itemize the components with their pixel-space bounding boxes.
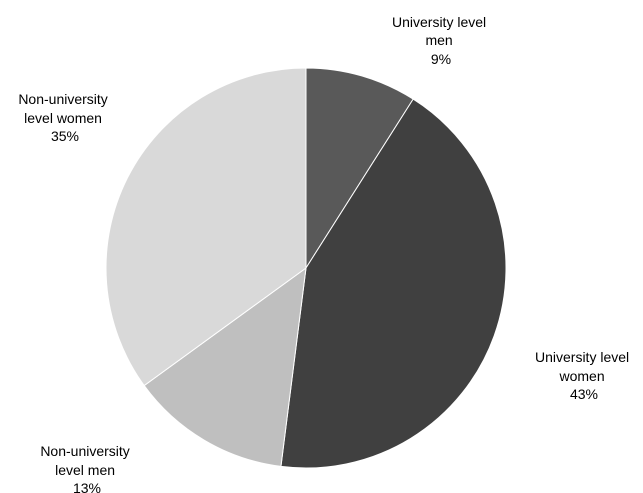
label-non-university-level-men-line-1: Non-university: [40, 443, 129, 459]
slice-university-level-men: [305, 67, 414, 270]
label-non-university-level-women-line-2: level women: [24, 110, 102, 126]
label-non-university-level-women-value: 35%: [51, 128, 79, 144]
label-non-university-level-men: Non-university level men 13%: [40, 443, 133, 493]
slice-non-university-level-men: [143, 266, 307, 467]
slice-non-university-level-women: [105, 67, 307, 387]
label-university-level-men-value: 9%: [431, 51, 451, 67]
label-university-level-women-value: 43%: [570, 386, 598, 402]
label-university-level-men-line-1: University level: [392, 14, 486, 30]
slice-university-level-women: [280, 98, 507, 469]
label-non-university-level-men-line-2: level men: [55, 462, 115, 478]
label-university-level-men-line-2: men: [425, 32, 452, 48]
label-university-level-women-line-2: women: [558, 368, 604, 384]
label-non-university-level-men-value: 13%: [73, 480, 101, 493]
label-university-level-women-line-1: University level: [535, 349, 629, 365]
pie-slices: [105, 67, 507, 469]
label-university-level-women: University level women 43%: [535, 349, 633, 402]
label-non-university-level-women: Non-university level women 35%: [18, 91, 111, 144]
label-non-university-level-women-line-1: Non-university: [18, 91, 107, 107]
label-university-level-men: University level men 9%: [392, 14, 490, 67]
